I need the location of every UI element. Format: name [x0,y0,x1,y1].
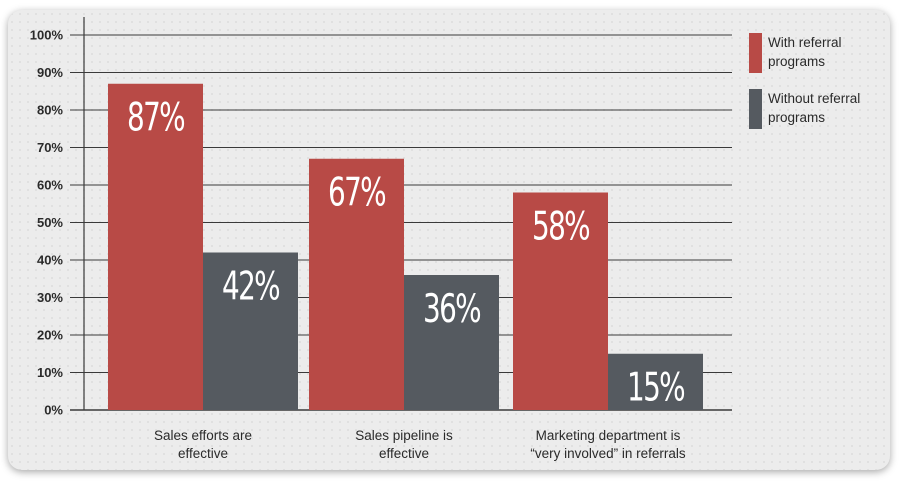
bar [608,353,703,410]
bar [203,252,298,410]
y-tick-label: 40% [37,253,63,268]
y-tick-label: 80% [37,103,63,118]
bars: 87% 42% 67% 36% 58% 15% [108,83,703,411]
y-tick-label: 90% [37,65,63,80]
x-category-label: “very involved” in referrals [530,446,686,461]
y-tick-label: 30% [37,290,63,305]
legend-label-with-referral: With referral programs [768,33,893,71]
bar [404,275,499,410]
x-category-label: Marketing department is [536,428,681,443]
x-category-label: Sales efforts are [154,428,252,443]
y-tick-label: 0% [44,403,63,418]
x-category-label: effective [178,446,228,461]
bar-value-label: 42% [222,264,280,310]
y-tick-label: 60% [37,178,63,193]
bar-value-label: 15% [627,365,685,411]
legend-swatch-without-referral [749,89,762,129]
x-category-label: Sales pipeline is [355,428,453,443]
y-tick-label: 50% [37,215,63,230]
legend-swatch-with-referral [749,33,762,73]
y-tick-label: 10% [37,365,63,380]
y-tick-label: 100% [30,28,64,43]
y-axis: 0% 10% 20% 30% 40% 50% 60% 70% 80% 90% 100% [30,17,85,418]
y-tick-label: 20% [37,328,63,343]
legend-label-line: programs [768,54,826,69]
x-axis: Sales efforts are effective Sales pipeline… [154,428,686,461]
y-tick-label: 70% [37,140,63,155]
legend-item-without-referral: Without referral programs [749,89,899,129]
x-category-label: effective [379,446,429,461]
legend: With referral programs Without referral … [749,33,899,145]
bar [309,158,404,410]
bar-value-label: 36% [423,286,481,332]
bar-value-label: 67% [328,170,386,216]
bar-value-label: 58% [532,204,590,250]
legend-label-line: programs [768,110,826,125]
legend-label-without-referral: Without referral programs [768,89,893,127]
bar-value-label: 87% [127,95,185,141]
legend-item-with-referral: With referral programs [749,33,899,73]
bar [108,83,203,410]
legend-label-line: With referral [768,35,842,50]
legend-label-line: Without referral [768,91,861,106]
bar [513,192,608,410]
